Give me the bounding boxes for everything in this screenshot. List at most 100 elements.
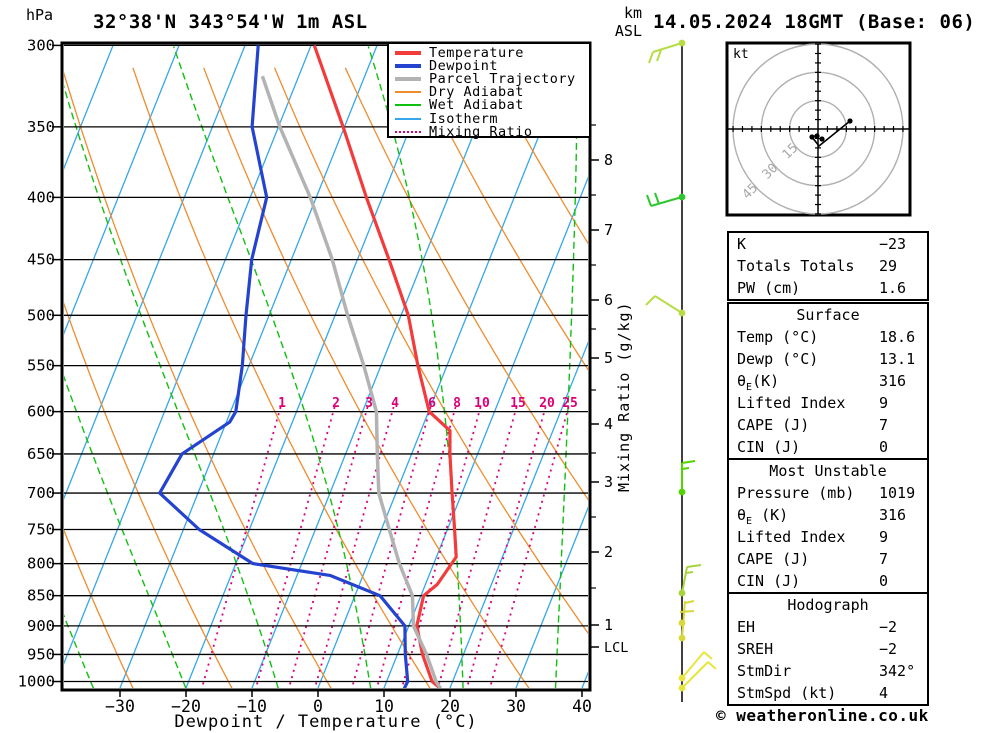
mixing-ratio-value: 15: [510, 396, 526, 411]
index-label: PW (cm): [737, 279, 801, 297]
mixing-ratio-value: 6: [428, 396, 436, 411]
index-box-title: Hodograph: [787, 596, 869, 614]
wind-barb-feather: [646, 194, 652, 207]
wind-barb-feather: [681, 467, 690, 470]
index-row: StmDir 342°: [729, 660, 927, 682]
mixing-ratio-value: 1: [278, 396, 286, 411]
mixing-ratio-value: 10: [474, 396, 490, 411]
wind-barb-shaft: [681, 566, 688, 594]
lcl-label: LCL: [604, 640, 628, 656]
isotherm-line: [119, 44, 378, 688]
legend-swatch-dotted: [395, 130, 421, 133]
km-tick-label: 4: [604, 415, 613, 433]
index-row: K −23: [729, 233, 927, 255]
mixing-ratio-line: [351, 406, 432, 688]
index-value: 0: [879, 572, 889, 590]
dry-adiabat-line: [64, 71, 332, 688]
index-value: 4: [879, 684, 889, 702]
legend-swatch-thin: [395, 117, 421, 120]
index-label: SREH: [737, 640, 774, 658]
wind-barb-feather: [645, 295, 656, 306]
pressure-tick-label: 800: [27, 555, 55, 573]
wind-barb-feather: [703, 651, 713, 660]
pressure-tick-label: 700: [27, 484, 55, 502]
temp-tick-label: −30: [105, 697, 135, 716]
curve-dewpoint: [158, 45, 410, 688]
wind-barb: [678, 651, 713, 682]
pressure-tick-label: 650: [27, 445, 55, 463]
index-box: Surface Temp (°C) 18.6 Dewp (°C) 13.1 θE(K) 31…: [727, 302, 929, 460]
legend-item: Mixing Ratio: [389, 124, 589, 140]
index-value: −23: [879, 235, 907, 253]
km-tick-label: 1: [604, 616, 613, 634]
run-date: 14.05.2024 18GMT (Base: 06): [653, 11, 976, 33]
hodograph-trace-dot: [819, 136, 825, 142]
mixing-ratio-line: [255, 406, 336, 688]
legend-swatch-thick: [395, 63, 421, 68]
legend-swatch-thin: [395, 91, 421, 94]
index-value: 1019: [879, 484, 916, 502]
pressure-tick-label: 950: [27, 645, 55, 663]
dry-adiabat-line: [344, 67, 588, 501]
index-value: 1.6: [879, 279, 907, 297]
km-tick-label: 8: [604, 151, 613, 169]
temp-tick-label: −20: [171, 697, 201, 716]
temp-tick-label: 10: [374, 697, 394, 716]
legend-item: Isotherm: [389, 111, 589, 127]
km-tick-label: 7: [604, 221, 613, 239]
legend-swatch-thick: [395, 50, 421, 55]
index-row: Dewp (°C) 13.1: [729, 348, 927, 370]
x-axis-title: Dewpoint / Temperature (°C): [174, 712, 478, 732]
dry-adiabat-line: [203, 67, 530, 688]
theta-e-subscript: E: [746, 382, 753, 393]
wind-barb-shaft: [681, 651, 705, 679]
mixing-ratio-value: 3: [365, 396, 373, 411]
wet-adiabat-line: [64, 375, 187, 688]
index-row: Totals Totals 29: [729, 255, 927, 277]
page-title: 32°38'N 343°54'W 1m ASL: [93, 11, 368, 33]
index-row: θE(K) 316: [729, 370, 927, 393]
index-row: SREH −2: [729, 638, 927, 660]
wind-barb-shaft: [652, 42, 683, 53]
mixing-ratio-axis-label: Mixing Ratio (g/kg): [615, 301, 633, 492]
index-label: StmSpd (kt): [737, 684, 837, 702]
wet-adiabat-line: [367, 46, 464, 688]
wind-barb: [678, 460, 696, 496]
km-tick-label: 3: [604, 473, 613, 491]
legend-item: Parcel Trajectory: [389, 70, 589, 87]
wind-barb-feather: [648, 51, 654, 64]
legend-label: Parcel Trajectory: [429, 70, 576, 87]
wet-adiabat-line: [172, 46, 372, 688]
index-value: 316: [879, 372, 907, 390]
index-value: 316: [879, 506, 907, 524]
theta-e-subscript: E: [746, 516, 753, 527]
isotherm-line: [64, 44, 246, 500]
km-unit-label: km: [623, 4, 642, 22]
curve-parcel-trajectory: [260, 75, 443, 688]
dry-adiabat-line: [64, 528, 134, 688]
mixing-ratio-value: 4: [391, 396, 399, 411]
index-row: Temp (°C) 18.6: [729, 326, 927, 348]
index-label: θE (K): [737, 506, 789, 527]
index-label: CIN (J): [737, 572, 801, 590]
mixing-ratio-line: [314, 406, 395, 688]
temp-tick-label: −10: [237, 697, 267, 716]
index-label: Pressure (mb): [737, 484, 855, 502]
copyright: © weatheronline.co.uk: [716, 706, 929, 725]
hodograph-trace-dot: [809, 134, 815, 140]
hodograph-trace-dot: [814, 133, 820, 139]
index-box: Most Unstable Pressure (mb) 1019 θE (K) 316 L…: [727, 458, 929, 594]
plot-frame: [60, 41, 592, 692]
index-label: EH: [737, 618, 756, 636]
pressure-tick-label: 1000: [18, 673, 55, 691]
hodograph-unit-label: kt: [733, 47, 749, 62]
isotherm-line: [317, 44, 576, 688]
pressure-tick-label: 550: [27, 357, 55, 375]
isotherm-line: [383, 176, 588, 688]
wind-barb: [646, 192, 686, 207]
index-value: −2: [879, 640, 898, 658]
wind-barb-shaft: [681, 661, 709, 689]
legend-label: Dry Adiabat: [429, 84, 524, 101]
